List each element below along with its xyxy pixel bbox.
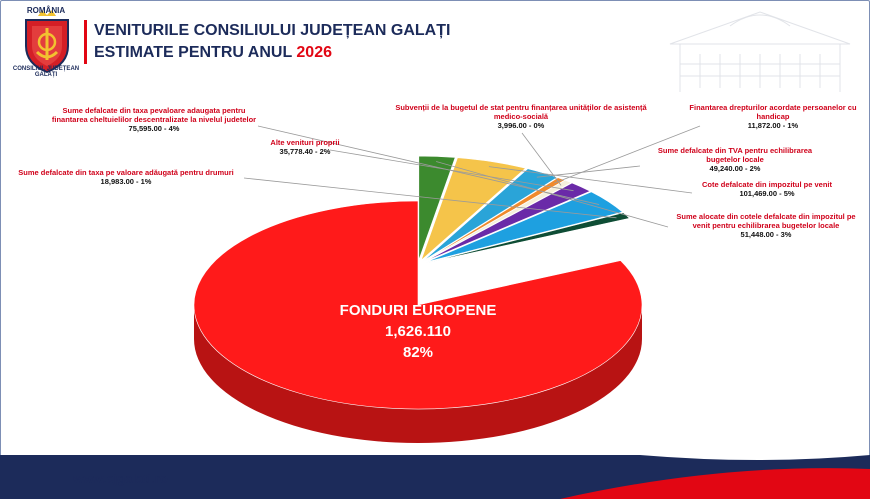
slice-label-value-3: 35,778.40 - 2% <box>279 147 331 156</box>
page-title-line2: ESTIMATE PENTRU ANUL 2026 <box>94 44 332 62</box>
pie-slice-2 <box>426 191 624 263</box>
pie-slice-7 <box>420 157 527 262</box>
leader-line-3 <box>329 149 574 192</box>
logo-country-label: ROMÂNIA <box>26 6 66 15</box>
slice-percent-1: 1% <box>140 177 152 186</box>
slice-label-2: Sume defalcate din taxa pevaloare adauga… <box>50 106 258 133</box>
slice-percent-5: 1% <box>787 121 799 130</box>
center-slice-label: FONDURI EUROPENE 1,626.110 82% <box>318 300 518 363</box>
slice-label-name-4: Subvenții de la bugetul de stat pentru f… <box>395 103 647 121</box>
slice-value-7: 101,469.00 <box>739 189 778 198</box>
slice-label-1: Sume defalcate din taxa pe valoare adăug… <box>10 168 242 186</box>
slice-value-5: 11,872.00 <box>747 121 781 130</box>
slice-percent-6: 2% <box>749 164 761 173</box>
header: ROMÂNIA CONSILIUL JUDEȚEAN GALAȚI VENITU… <box>0 0 870 92</box>
page-title-line1: VENITURILE CONSILIULUI JUDEȚEAN GALAȚI <box>94 22 451 39</box>
pie-slice-0 <box>193 200 643 410</box>
slice-value-6: 49,240.00 <box>709 164 743 173</box>
slice-label-value-7: 101,469.00 - 5% <box>739 189 795 198</box>
slice-percent-2: 4% <box>168 124 180 133</box>
leader-line-7 <box>488 166 693 194</box>
slice-label-value-1: 18,983.00 - 1% <box>100 177 152 186</box>
slice-label-name-5: Finantarea drepturilor acordate persoane… <box>689 103 857 121</box>
slice-label-name-2: Sume defalcate din taxa pevaloare adauga… <box>51 106 257 124</box>
leader-line-4 <box>521 132 562 186</box>
slice-label-name-0: FONDURI EUROPENE <box>339 302 497 319</box>
pie-slice-6 <box>423 168 558 262</box>
slice-label-value-2: 75,595.00 - 4% <box>128 124 180 133</box>
slice-label-value-0: 1,626.110 <box>385 323 451 340</box>
slice-label-value-5: 11,872.00 - 1% <box>747 121 799 130</box>
slice-label-name-1: Sume defalcate din taxa pe valoare adăug… <box>18 168 234 177</box>
title-prefix: ESTIMATE PENTRU ANUL <box>94 44 292 61</box>
slice-label-7: Cote defalcate din impozitul pe venit 10… <box>692 180 842 198</box>
title-accent-bar <box>84 20 87 64</box>
slice-label-name-8: Sume alocate din cotele defalcate din im… <box>676 212 856 230</box>
slice-value-4: 3,996.00 <box>497 121 527 130</box>
leader-line-6 <box>536 165 641 178</box>
slice-label-name-7: Cote defalcate din impozitul pe venit <box>701 180 833 189</box>
footer-wave <box>0 455 870 499</box>
leader-line-8 <box>436 161 669 228</box>
pie-slice-8 <box>418 155 456 261</box>
slice-value-8: 51,448.00 <box>740 230 774 239</box>
pie-slice-3 <box>424 182 591 262</box>
slice-value-1: 18,983.00 <box>100 177 134 186</box>
slice-percent-7: 5% <box>783 189 795 198</box>
slice-label-value-8: 51,448.00 - 3% <box>740 230 792 239</box>
slice-label-value-4: 3,996.00 - 0% <box>497 121 545 130</box>
slice-label-percent-0: 82% <box>402 344 434 361</box>
slice-label-4: Subvenții de la bugetul de stat pentru f… <box>388 103 654 130</box>
county-coat-of-arms-icon <box>25 10 69 74</box>
slice-label-name-3: Alte venituri proprii <box>270 138 340 147</box>
logo-caption: CONSILIUL JUDEȚEAN GALAȚI <box>12 66 80 78</box>
pie-slice-side-0 <box>194 305 642 443</box>
county-building-watermark-icon <box>669 11 851 92</box>
pie-slice-5 <box>423 177 566 262</box>
leader-line-1 <box>243 177 617 219</box>
slice-percent-3: 2% <box>319 147 331 156</box>
slice-label-3: Alte venituri proprii 35,778.40 - 2% <box>250 138 360 156</box>
slice-label-8: Sume alocate din cotele defalcate din im… <box>668 212 864 239</box>
slice-label-name-6: Sume defalcate din TVA pentru echilibrar… <box>657 146 813 164</box>
slice-value-3: 35,778.40 <box>279 147 313 156</box>
footer-website-link[interactable]: www.cjgalati.ro <box>73 471 168 486</box>
slice-percent-8: 3% <box>780 230 792 239</box>
title-year: 2026 <box>296 44 332 61</box>
slice-value-2: 75,595.00 <box>128 124 162 133</box>
leader-line-5 <box>554 125 701 184</box>
slice-percent-4: 0% <box>533 121 545 130</box>
slice-label-5: Finantarea drepturilor acordate persoane… <box>684 103 862 130</box>
slice-label-value-6: 49,240.00 - 2% <box>709 164 761 173</box>
slice-label-6: Sume defalcate din TVA pentru echilibrar… <box>640 146 830 173</box>
